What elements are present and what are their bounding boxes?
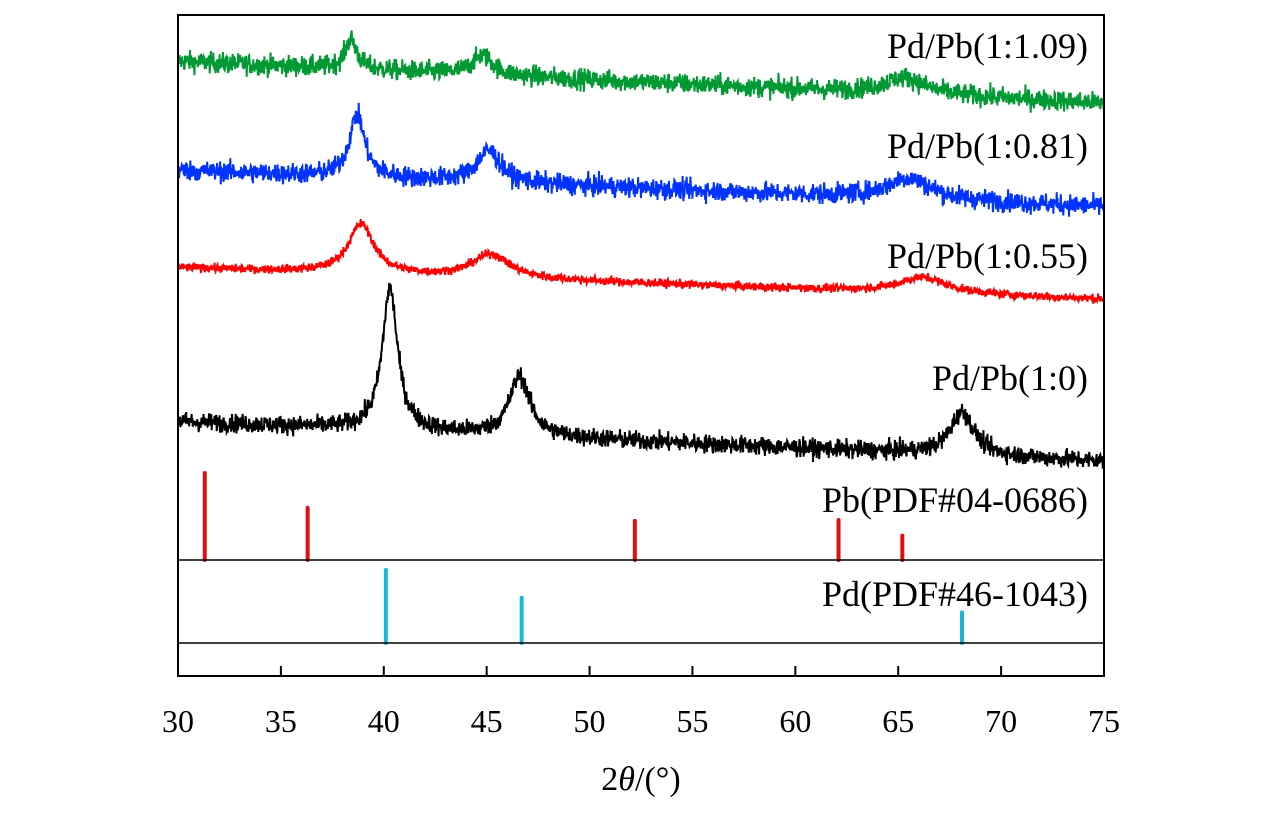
series-labels: Pd/Pb(1:1.09) Pd/Pb(1:0.81) Pd/Pb(1:0.55… bbox=[822, 26, 1088, 614]
x-tick-label: 50 bbox=[574, 703, 606, 739]
x-tick-label: 55 bbox=[676, 703, 708, 739]
series-label-green: Pd/Pb(1:1.09) bbox=[887, 26, 1088, 66]
series-label-black: Pd/Pb(1:0) bbox=[932, 358, 1088, 398]
x-tick-label: 60 bbox=[779, 703, 811, 739]
series-line-1 bbox=[177, 102, 1105, 217]
x-axis-ticks: 30 35 40 45 50 55 60 65 70 75 bbox=[162, 666, 1120, 739]
x-tick-label: 75 bbox=[1088, 703, 1120, 739]
series-label-blue: Pd/Pb(1:0.81) bbox=[887, 126, 1088, 166]
x-tick-label: 45 bbox=[471, 703, 503, 739]
series-line-0 bbox=[177, 30, 1105, 113]
series-line-3 bbox=[177, 282, 1105, 470]
x-tick-label: 30 bbox=[162, 703, 194, 739]
series-label-red: Pd/Pb(1:0.55) bbox=[887, 236, 1088, 276]
x-tick-label: 70 bbox=[985, 703, 1017, 739]
plot-frame bbox=[177, 14, 1105, 677]
ref-label-pd: Pd(PDF#46-1043) bbox=[822, 574, 1088, 614]
x-tick-label: 35 bbox=[265, 703, 297, 739]
ref-label-pb: Pb(PDF#04-0686) bbox=[822, 480, 1088, 520]
xrd-curves bbox=[177, 30, 1105, 470]
reference-patterns bbox=[202, 471, 965, 645]
x-tick-label: 65 bbox=[882, 703, 914, 739]
series-line-2 bbox=[177, 218, 1105, 305]
x-axis-label: 2θ/(°) bbox=[601, 761, 680, 798]
x-tick-label: 40 bbox=[368, 703, 400, 739]
